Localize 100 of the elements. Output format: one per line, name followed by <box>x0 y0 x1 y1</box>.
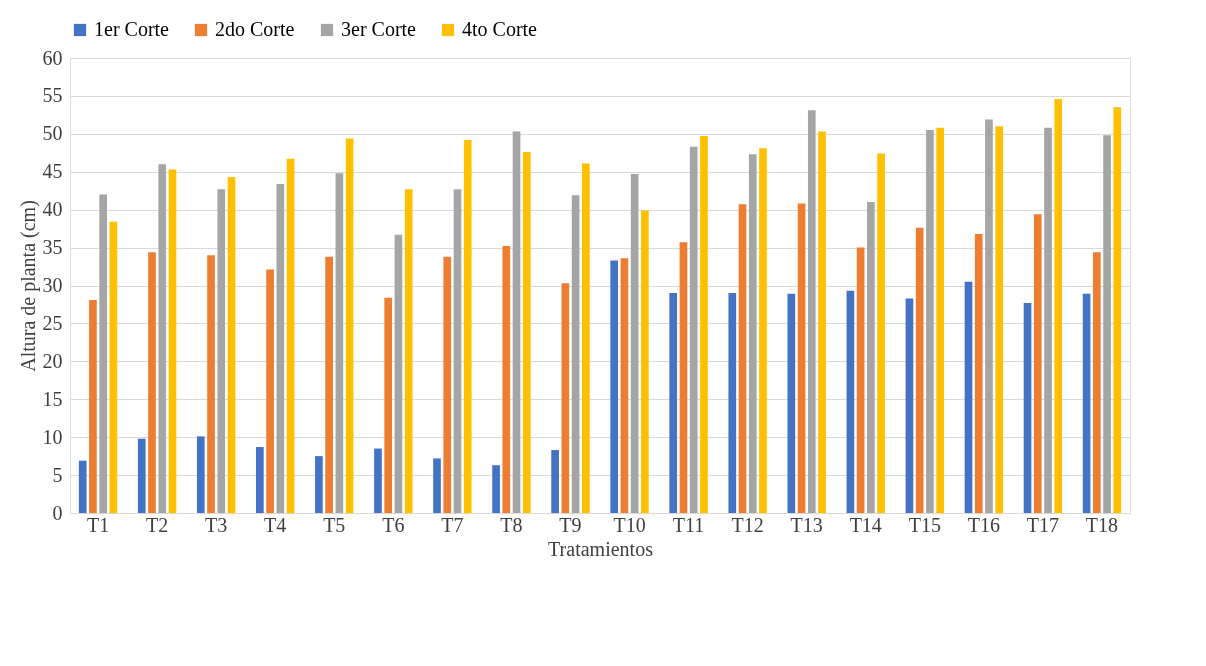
bar <box>137 438 146 513</box>
bar <box>936 127 944 513</box>
bar <box>877 153 885 513</box>
bar <box>905 298 914 513</box>
bar <box>1113 107 1122 513</box>
bar <box>669 293 678 513</box>
bar <box>384 297 393 513</box>
x-tick-label: T11 <box>672 513 705 536</box>
bar <box>728 293 737 513</box>
x-tick-label: T9 <box>559 513 582 536</box>
bar <box>335 173 344 513</box>
bar <box>679 242 688 513</box>
bar <box>856 247 865 513</box>
bar <box>1092 252 1101 513</box>
y-tick-label: 5 <box>52 463 63 486</box>
bar <box>453 189 462 513</box>
bar <box>394 234 403 513</box>
bar <box>217 189 226 513</box>
bar <box>807 110 816 513</box>
bar <box>89 299 97 513</box>
bar <box>1082 293 1091 513</box>
bar <box>463 139 472 513</box>
y-tick-label: 20 <box>42 349 63 372</box>
bar <box>581 163 590 513</box>
bar <box>325 256 333 513</box>
y-tick-label: 15 <box>42 387 63 410</box>
bar <box>974 233 983 513</box>
bar <box>818 131 826 513</box>
bar <box>867 202 875 513</box>
bar <box>738 204 747 513</box>
bar <box>433 458 441 513</box>
bar <box>196 436 205 513</box>
bar <box>256 447 264 513</box>
bar <box>1033 214 1042 513</box>
bar <box>700 136 708 513</box>
bar <box>78 460 87 513</box>
x-tick-label: T15 <box>908 513 941 536</box>
x-tick-label: T5 <box>323 513 346 536</box>
x-tick-label: T8 <box>500 513 523 536</box>
bar <box>995 126 1004 513</box>
bar <box>1044 127 1052 513</box>
x-tick-label: T7 <box>441 513 464 536</box>
bar <box>748 154 757 513</box>
bar <box>1023 302 1032 513</box>
x-tick-label: T16 <box>967 513 1000 536</box>
bar <box>787 293 796 513</box>
y-tick-label: 0 <box>52 501 63 524</box>
bar <box>759 148 767 513</box>
x-tick-label: T10 <box>613 513 646 536</box>
bar <box>571 195 580 513</box>
x-axis-title: Tratamientos <box>548 537 654 560</box>
legend-label: 1er Corte <box>94 18 170 40</box>
x-tick-label: T12 <box>731 513 764 536</box>
bar <box>915 227 924 513</box>
y-tick-label: 40 <box>42 198 63 221</box>
y-tick-label: 30 <box>42 274 63 296</box>
bar <box>689 146 698 513</box>
bar <box>926 130 934 513</box>
bar <box>374 448 382 513</box>
x-tick-label: T13 <box>790 513 823 536</box>
y-axis-title: Altura de planta (cm) <box>16 200 40 372</box>
bar <box>641 210 649 513</box>
bar <box>1054 98 1063 513</box>
bar <box>502 246 511 513</box>
bar <box>315 456 323 513</box>
x-tick-label: T2 <box>145 513 169 536</box>
legend-label: 4to Corte <box>462 18 538 40</box>
bar <box>227 177 236 513</box>
bar <box>630 174 639 513</box>
bar <box>207 255 215 513</box>
bar <box>964 281 973 513</box>
y-tick-label: 10 <box>42 425 63 448</box>
bar <box>345 138 354 513</box>
bar <box>99 194 108 513</box>
bar <box>551 450 559 513</box>
y-tick-label: 35 <box>42 236 63 259</box>
bar <box>404 189 413 513</box>
bar <box>286 158 295 513</box>
bar <box>276 183 285 513</box>
bar <box>148 252 156 513</box>
bar <box>443 256 452 513</box>
bar <box>1103 135 1111 513</box>
x-tick-label: T6 <box>382 513 405 536</box>
bar <box>109 221 118 513</box>
bar <box>620 258 629 513</box>
x-tick-label: T14 <box>849 513 882 536</box>
bar <box>985 119 993 513</box>
bar <box>610 260 619 513</box>
legend-label: 3er Corte <box>341 18 417 40</box>
legend-label: 2do Corte <box>215 18 295 40</box>
y-tick-label: 45 <box>42 160 63 183</box>
bar <box>512 131 521 513</box>
x-tick-label: T4 <box>264 513 287 536</box>
x-tick-label: T1 <box>86 513 110 536</box>
bar <box>522 152 531 513</box>
y-tick-label: 25 <box>42 311 63 334</box>
bar <box>561 283 570 513</box>
bar <box>846 290 855 513</box>
x-tick-label: T17 <box>1026 513 1060 536</box>
bar <box>266 269 274 513</box>
